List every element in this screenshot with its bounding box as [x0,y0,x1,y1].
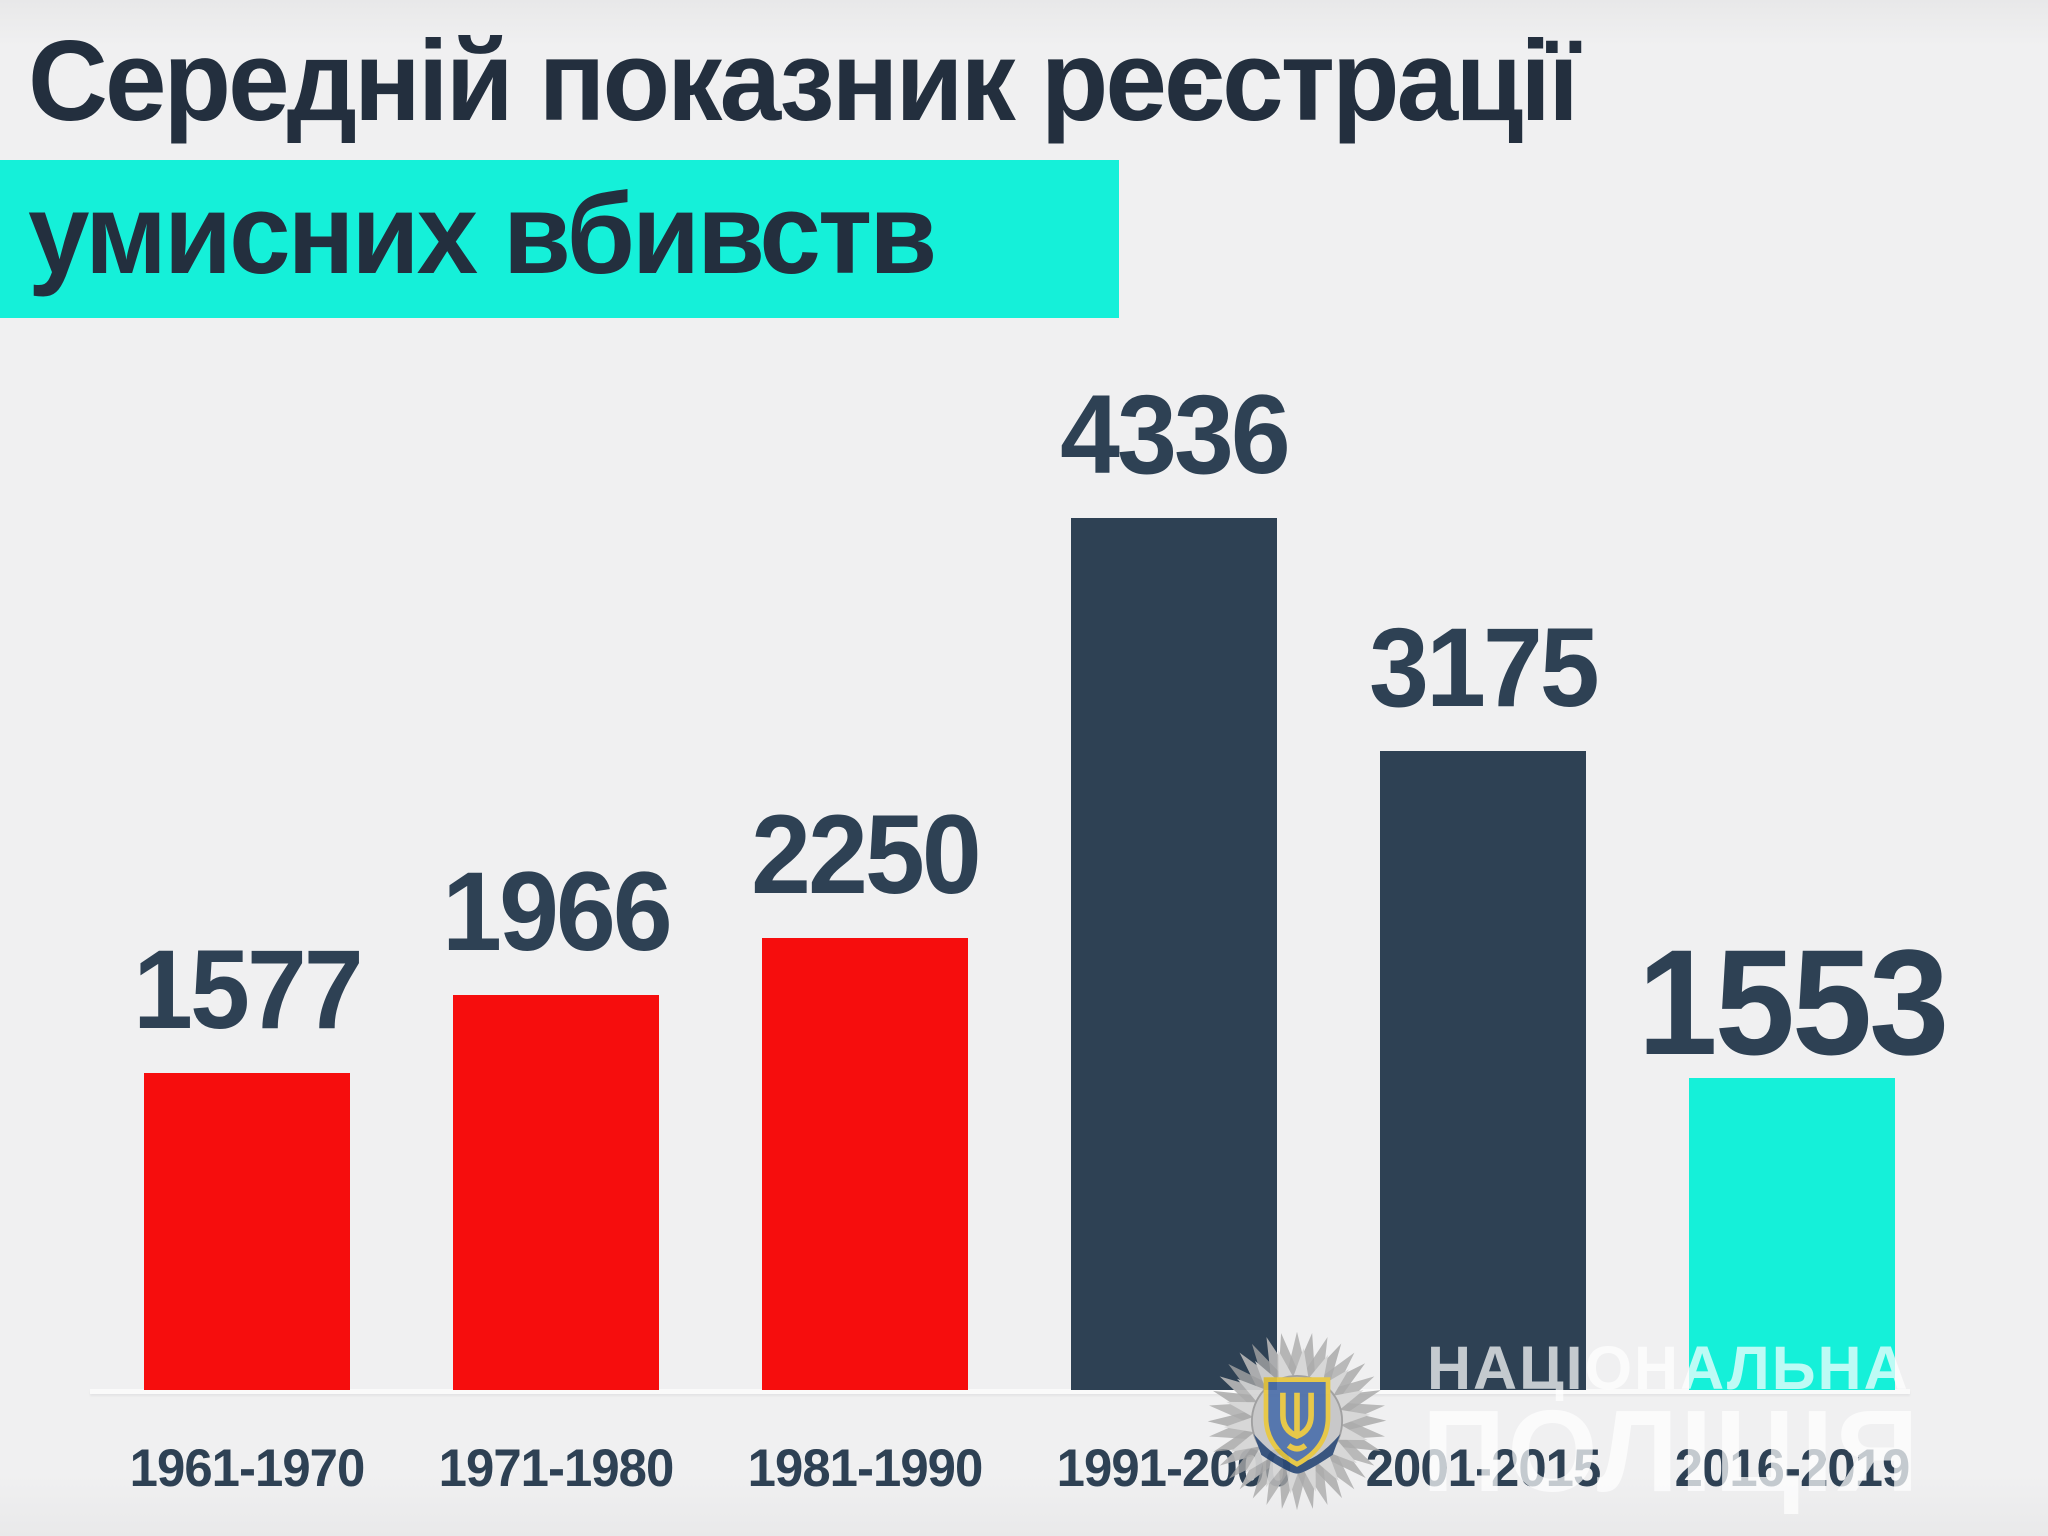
bar-value-label: 1577 [133,927,364,1053]
police-badge-icon [1207,1331,1387,1511]
bar-group: 3175 2001-2015 [1366,612,1602,1498]
bar-value-label: 1966 [442,849,673,975]
watermark-org-line2: ПОЛІЦІЯ [1422,1386,1921,1516]
bar-group: 1553 2016-2019 [1638,927,1950,1498]
bar-x-label: 2016-2019 [1674,1439,1911,1498]
bar-group: 2250 1981-1990 [748,799,984,1498]
bar-value-label: 1553 [1637,918,1950,1086]
bar [1380,751,1586,1390]
trident-icon [1280,1392,1314,1452]
bar [453,995,659,1390]
badge-ribbon [1253,1434,1341,1474]
bar-x-label: 1981-1990 [747,1439,984,1498]
bar [144,1073,350,1390]
watermark-org-line1: НАЦІОНАЛЬНА [1427,1334,1910,1402]
bar-value-label: 2250 [751,792,982,918]
title-highlight-block: умисних вбивств [0,160,1119,318]
bar [1071,518,1277,1390]
bar [1689,1078,1895,1390]
bar-value-label: 3175 [1369,605,1600,731]
bar-x-label: 2001-2015 [1365,1439,1602,1498]
bar-value-label: 4336 [1060,372,1291,498]
page-title-line2: умисних вбивств [28,170,937,298]
bar-group: 1966 1971-1980 [439,856,675,1498]
bar-group: 1577 1961-1970 [130,934,366,1498]
x-axis-baseline [90,1389,1910,1394]
bar-x-label: 1961-1970 [129,1439,366,1498]
bar-group: 4336 1991-2000 [1057,379,1293,1498]
bar [762,938,968,1390]
bar-x-label: 1971-1980 [438,1439,675,1498]
page-title-line1: Середній показник реєстрації [28,18,1579,145]
